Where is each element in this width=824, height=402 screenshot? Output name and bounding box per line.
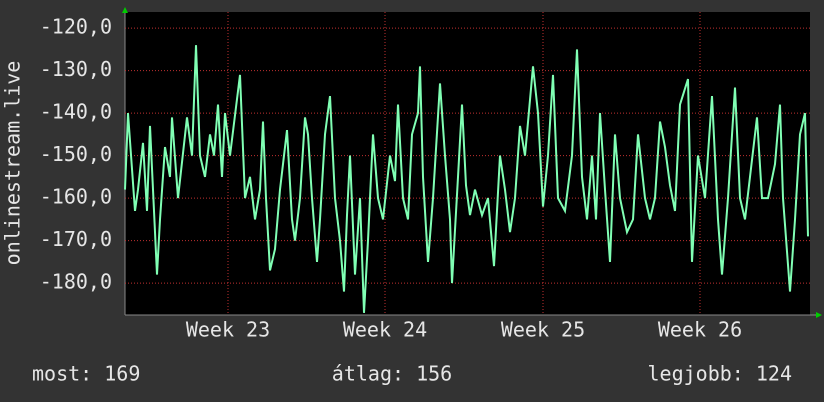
y-tick-label: -180,0 xyxy=(40,270,112,294)
plot-area xyxy=(125,12,810,315)
y-tick-label: -130,0 xyxy=(40,57,112,81)
y-tick-label: -150,0 xyxy=(40,142,112,166)
x-tick-label: Week 26 xyxy=(658,318,742,342)
x-tick-label: Week 24 xyxy=(343,318,427,342)
y-arrow xyxy=(122,7,128,13)
x-tick-label: Week 25 xyxy=(501,318,585,342)
x-arrow xyxy=(816,312,822,318)
stat-best: legjobb: 124 xyxy=(648,362,793,386)
stat-average: átlag: 156 xyxy=(332,362,452,386)
x-tick-label: Week 23 xyxy=(186,318,270,342)
y-axis-label: onlinestream.live xyxy=(1,61,25,266)
y-tick-label: -170,0 xyxy=(40,227,112,251)
y-tick-label: -140,0 xyxy=(40,100,112,124)
stat-current: most: 169 xyxy=(32,362,140,386)
line-series xyxy=(124,45,809,313)
y-tick-label: -160,0 xyxy=(40,185,112,209)
y-tick-label: -120,0 xyxy=(40,15,112,39)
